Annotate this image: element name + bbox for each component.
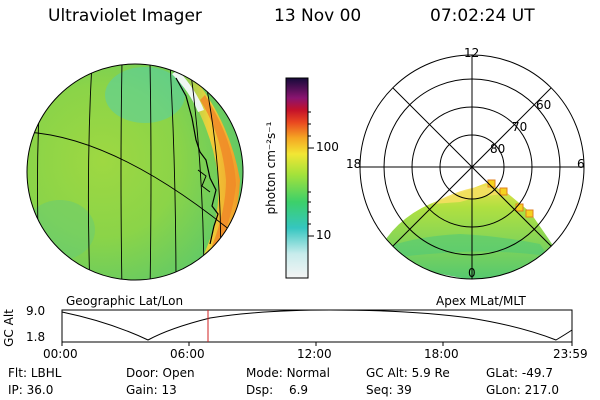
dsp-status: Dsp: 6.9 — [246, 383, 308, 397]
seq-label: Seq: — [366, 383, 393, 397]
polar-caption: Apex MLat/MLT — [436, 294, 526, 308]
altitude-curve — [61, 309, 573, 341]
timeline-axis-label: GC Alt — [2, 309, 16, 347]
gcalt-status: GC Alt: 5.9 Re — [366, 366, 450, 380]
filter-value: LBHL — [30, 366, 62, 380]
dsp-label: Dsp: — [246, 383, 274, 397]
glon-label: GLon: — [486, 383, 521, 397]
mlat-label-70: 70 — [512, 120, 528, 134]
mode-label: Mode: — [246, 366, 283, 380]
timeline-xtick-0000: 00:00 — [43, 347, 78, 361]
geo-caption: Geographic Lat/Lon — [66, 294, 184, 308]
glon-status: GLon: 217.0 — [486, 383, 559, 397]
gain-status: Gain: 13 — [126, 383, 177, 397]
timeline-ticks — [61, 342, 573, 346]
time-label: 07:02:24 UT — [430, 6, 535, 26]
mode-status: Mode: Normal — [246, 366, 330, 380]
colorbar-tick-100: 100 — [316, 140, 339, 154]
timeline-xtick-2359: 23:59 — [553, 347, 588, 361]
colorbar-ticks — [308, 111, 314, 237]
filter-status: Flt: LBHL — [8, 366, 61, 380]
timeline-frame — [61, 309, 573, 343]
timeline-xtick-1800: 18:00 — [424, 347, 459, 361]
mlat-label-80: 80 — [490, 142, 506, 156]
door-status: Door: Open — [126, 366, 195, 380]
colorbar-tick-10: 10 — [316, 228, 332, 242]
ip-label: IP: — [8, 383, 23, 397]
polar-grid — [359, 54, 585, 280]
colorbar-unit-label: photon cm⁻²s⁻¹ — [264, 121, 278, 215]
mlt-label-12: 12 — [464, 46, 480, 60]
glat-label: GLat: — [486, 366, 519, 380]
polar-image — [380, 179, 556, 279]
gain-value: 13 — [161, 383, 177, 397]
date-label: 13 Nov 00 — [274, 6, 362, 26]
timeline-xtick-1200: 12:00 — [297, 347, 332, 361]
glat-value: -49.7 — [521, 366, 553, 380]
timeline-xtick-0600: 06:00 — [170, 347, 205, 361]
filter-label: Flt: — [8, 366, 27, 380]
seq-status: Seq: 39 — [366, 383, 412, 397]
mlt-label-6: 6 — [577, 157, 585, 171]
door-value: Open — [162, 366, 195, 380]
gcalt-label: GC Alt: — [366, 366, 408, 380]
timeline-ytick-high: 9.0 — [26, 304, 46, 318]
timeline-ytick-low: 1.8 — [26, 330, 46, 344]
colorbar — [285, 77, 309, 279]
mlt-label-18: 18 — [346, 157, 362, 171]
glon-value: 217.0 — [524, 383, 559, 397]
glat-status: GLat: -49.7 — [486, 366, 553, 380]
gain-label: Gain: — [126, 383, 158, 397]
dsp-value: 6.9 — [288, 383, 309, 397]
door-label: Door: — [126, 366, 159, 380]
mlt-label-0: 0 — [468, 266, 476, 280]
geo-disk-outline — [26, 63, 244, 281]
instrument-title: Ultraviolet Imager — [48, 6, 202, 26]
ip-value: 36.0 — [26, 383, 54, 397]
header-bar: Ultraviolet Imager 13 Nov 00 07:02:24 UT — [0, 6, 600, 32]
mode-value: Normal — [286, 366, 330, 380]
mlat-label-60: 60 — [536, 98, 552, 112]
gcalt-value: 5.9 Re — [411, 366, 450, 380]
ip-status: IP: 36.0 — [8, 383, 53, 397]
seq-value: 39 — [396, 383, 412, 397]
